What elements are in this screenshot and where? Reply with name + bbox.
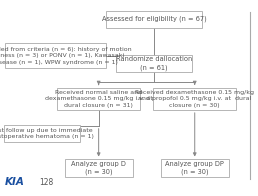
FancyBboxPatch shape (153, 88, 236, 110)
Text: 128: 128 (39, 178, 53, 187)
FancyBboxPatch shape (57, 88, 140, 110)
Text: Received normal saline and
dexamethasone 0.15 mg/kg i.v. at
dural closure (n = 3: Received normal saline and dexamethasone… (45, 90, 152, 108)
FancyBboxPatch shape (116, 55, 192, 72)
Text: Analyze group D
(n = 30): Analyze group D (n = 30) (71, 161, 126, 175)
FancyBboxPatch shape (106, 11, 202, 28)
Text: Excluded from criteria (n = 6): history of motion
sickness (n = 3) or PONV (n = : Excluded from criteria (n = 6): history … (0, 47, 132, 65)
FancyBboxPatch shape (4, 125, 80, 142)
Text: Lost follow up due to immediate
postoperative hematoma (n = 1): Lost follow up due to immediate postoper… (0, 128, 94, 139)
Text: Received dexamethasone 0.15 mg/kg
and propofol 0.5 mg/kg i.v. at  dural
closure : Received dexamethasone 0.15 mg/kg and pr… (135, 90, 254, 108)
FancyBboxPatch shape (5, 43, 106, 68)
FancyBboxPatch shape (160, 160, 229, 177)
Text: KIA: KIA (5, 177, 25, 187)
FancyBboxPatch shape (64, 160, 133, 177)
Text: Analyze group DP
(n = 30): Analyze group DP (n = 30) (165, 161, 224, 175)
Text: Assessed for eligibility (n = 67): Assessed for eligibility (n = 67) (102, 16, 207, 23)
Text: Randomize dallocation
(n = 61): Randomize dallocation (n = 61) (116, 56, 192, 71)
